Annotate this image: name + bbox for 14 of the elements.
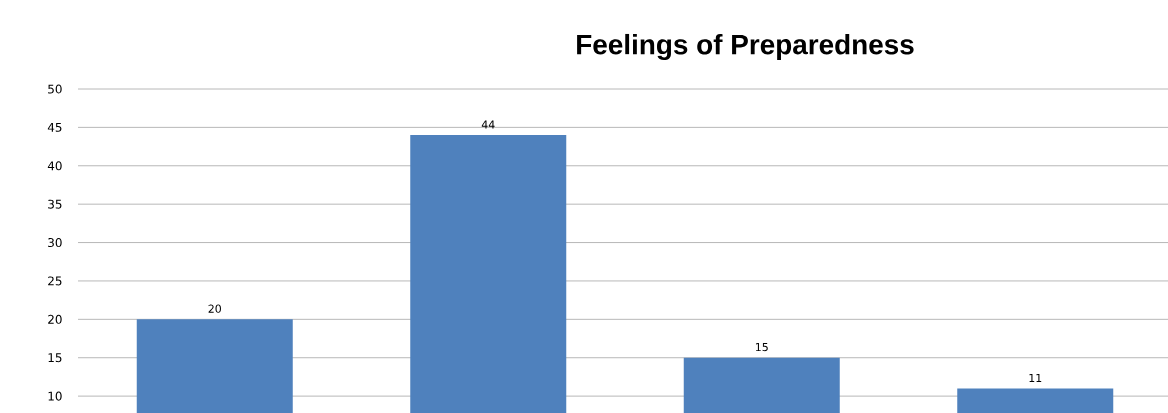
data-label: 11: [1029, 373, 1042, 382]
y-tick-label: 35: [48, 199, 62, 209]
y-tick-label: 40: [47, 161, 62, 171]
y-tick-label: 50: [48, 84, 62, 94]
y-tick-label: 45: [47, 122, 62, 132]
y-tick-label: 10: [48, 391, 62, 401]
data-label: 20: [208, 304, 221, 313]
chart-title: Feelings of Preparedness: [577, 33, 914, 61]
data-label: 44: [481, 120, 495, 129]
y-tick-label: 30: [48, 238, 62, 248]
y-tick-label: 25: [48, 276, 62, 286]
data-label: 15: [755, 343, 768, 352]
y-tick-label: 20: [48, 314, 62, 324]
y-tick-label: 15: [48, 353, 62, 363]
